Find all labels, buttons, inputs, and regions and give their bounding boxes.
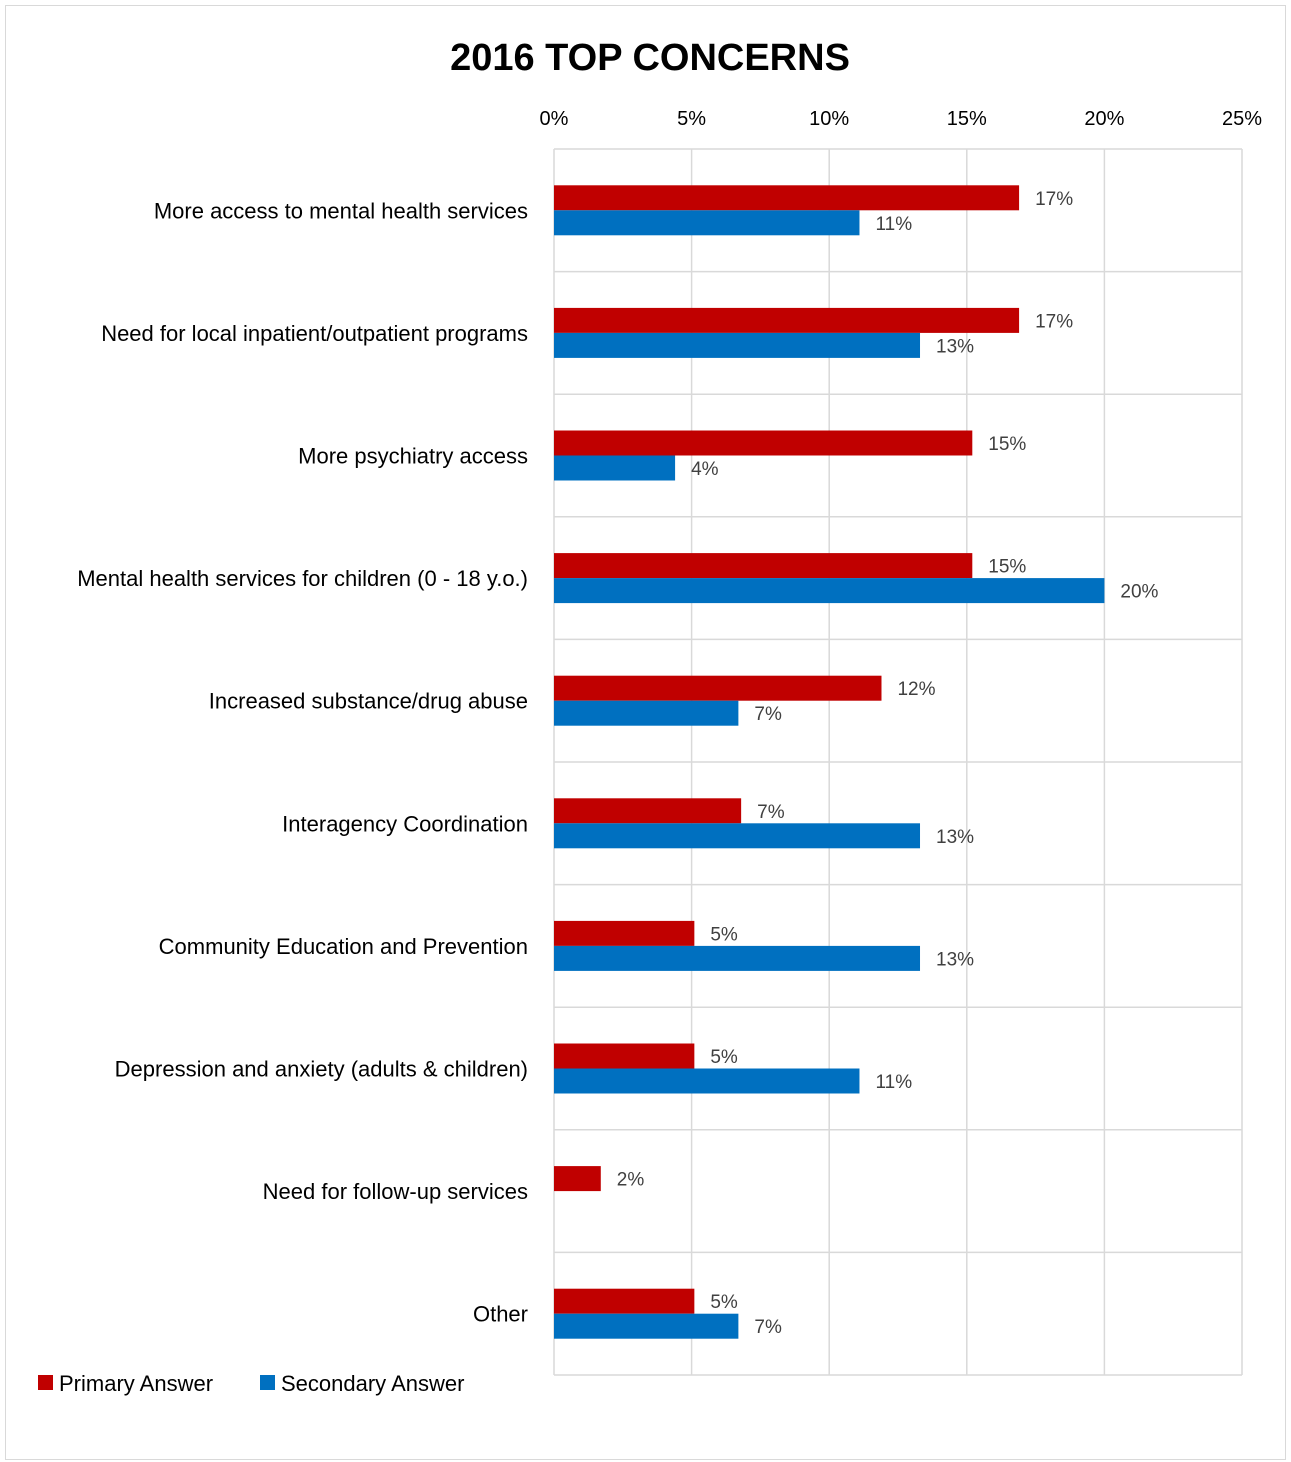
bar-secondary: [554, 455, 676, 481]
legend-swatch-secondary: [260, 1375, 275, 1390]
category-label: Interagency Coordination: [282, 811, 528, 836]
bar-primary: [554, 1288, 695, 1314]
data-label: 13%: [936, 336, 974, 357]
category-label: Need for local inpatient/outpatient prog…: [101, 321, 528, 346]
legend-label: Primary Answer: [59, 1371, 213, 1396]
data-label: 15%: [988, 434, 1026, 455]
bar-secondary: [554, 945, 921, 971]
data-label: 2%: [617, 1170, 645, 1191]
category-label: More psychiatry access: [298, 444, 528, 469]
data-label: 5%: [710, 1292, 738, 1313]
data-label: 11%: [875, 1072, 912, 1093]
category-label: Depression and anxiety (adults & childre…: [115, 1057, 528, 1082]
x-tick-label: 15%: [947, 108, 987, 130]
data-label: 13%: [936, 827, 974, 848]
bar-secondary: [554, 700, 739, 726]
bar-primary: [554, 1166, 601, 1192]
category-labels: More access to mental health services Nee…: [77, 198, 528, 1326]
legend-swatch-primary: [38, 1375, 53, 1390]
bar-secondary: [554, 1313, 739, 1339]
category-label: Community Education and Prevention: [159, 934, 528, 959]
bar-primary: [554, 1043, 695, 1069]
bar-secondary: [554, 823, 921, 849]
data-label: 15%: [988, 557, 1026, 578]
bar-primary: [554, 307, 1020, 333]
x-tick-label: 20%: [1084, 108, 1124, 130]
data-label: 13%: [936, 949, 974, 970]
legend: Primary Answer Secondary Answer: [38, 1371, 464, 1396]
data-label: 5%: [710, 924, 738, 945]
bar-primary: [554, 798, 742, 824]
bar-secondary: [554, 1068, 860, 1094]
bar-primary: [554, 553, 973, 579]
data-label: 4%: [691, 459, 719, 480]
data-label: 17%: [1035, 311, 1073, 332]
bar-secondary: [554, 210, 860, 236]
x-tick-label: 5%: [677, 108, 706, 130]
x-tick-label: 0%: [540, 108, 569, 130]
chart-area: [5, 5, 1286, 1460]
x-axis-ticks: 0% 5% 10% 15% 20% 25%: [540, 108, 1263, 130]
bar-secondary: [554, 578, 1105, 604]
chart-title: 2016 TOP CONCERNS: [450, 37, 850, 79]
data-label: 20%: [1120, 582, 1158, 603]
data-label: 12%: [897, 679, 935, 700]
data-label: 7%: [754, 704, 782, 725]
data-label: 17%: [1035, 189, 1073, 210]
category-label: More access to mental health services: [154, 198, 528, 223]
category-label: Other: [473, 1302, 528, 1327]
bar-primary: [554, 430, 973, 456]
data-label: 7%: [754, 1317, 782, 1338]
data-label: 11%: [875, 214, 912, 235]
data-labels: 17% 17% 15% 15% 12% 7% 5% 5% 2% 5% 11% 13% 4% 20% 7% 13…: [617, 189, 1159, 1338]
data-label: 5%: [710, 1047, 738, 1068]
bars: [554, 185, 1105, 1339]
category-label: Mental health services for children (0 -…: [77, 566, 528, 591]
legend-label: Secondary Answer: [281, 1371, 464, 1396]
bar-primary: [554, 185, 1020, 211]
x-tick-label: 25%: [1222, 108, 1262, 130]
bar-primary: [554, 920, 695, 946]
x-tick-label: 10%: [809, 108, 849, 130]
bar-secondary: [554, 332, 921, 358]
bar-primary: [554, 675, 882, 701]
category-label: Increased substance/drug abuse: [209, 689, 528, 714]
category-label: Need for follow-up services: [263, 1179, 528, 1204]
data-label: 7%: [757, 802, 785, 823]
